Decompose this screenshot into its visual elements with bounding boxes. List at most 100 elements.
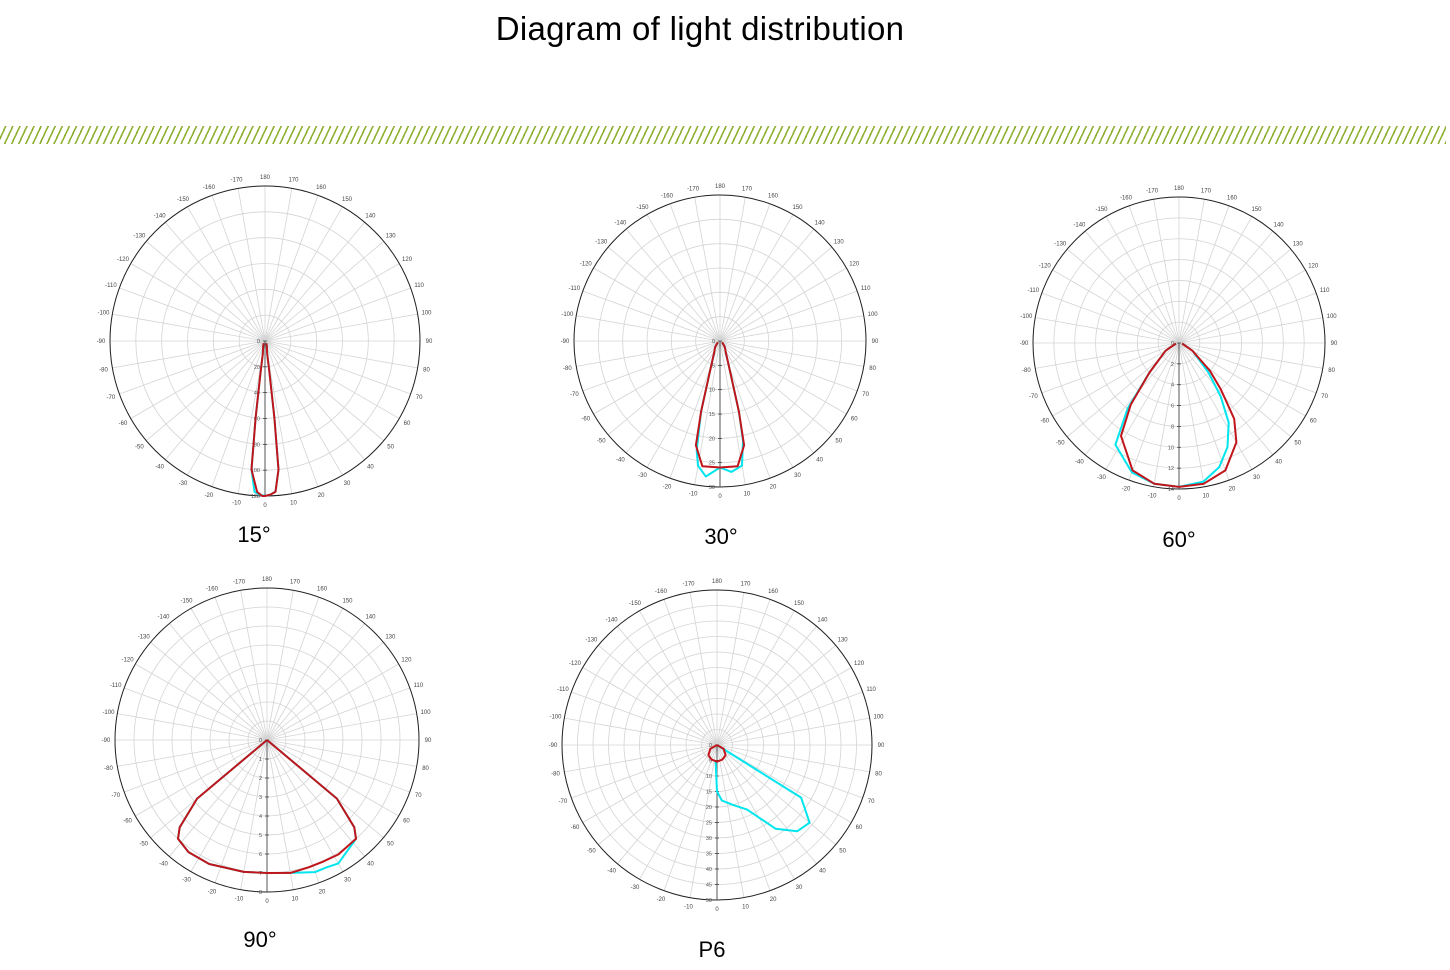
angle-label: 80	[875, 771, 882, 777]
angle-label: 20	[770, 897, 777, 903]
radial-tick-label: 15	[709, 412, 715, 418]
angle-label: 130	[838, 638, 849, 644]
angle-label: -140	[1073, 222, 1086, 228]
angle-label: 160	[768, 193, 779, 199]
angle-label: -130	[585, 638, 598, 644]
grid-spoke	[617, 626, 718, 746]
grid-spoke	[1178, 342, 1230, 481]
angle-label: -80	[563, 366, 572, 372]
grid-spoke	[266, 623, 366, 741]
angle-label: 40	[819, 869, 826, 875]
grid-spoke	[264, 241, 384, 342]
angle-label: -70	[1029, 394, 1038, 400]
angle-label: 70	[1321, 394, 1328, 400]
radial-tick-label: 0	[709, 743, 712, 749]
grid-spoke	[117, 713, 268, 741]
grid-spoke	[1178, 342, 1205, 487]
grid-spoke	[211, 340, 266, 487]
angle-label: -90	[97, 339, 106, 345]
angle-label: -130	[133, 234, 146, 240]
radial-tick-label: 2	[259, 776, 262, 782]
angle-label: -60	[1040, 419, 1049, 425]
grid-spoke	[663, 744, 718, 891]
grid-spoke	[582, 667, 718, 746]
grid-spoke	[1178, 205, 1230, 344]
grid-spoke	[264, 340, 400, 419]
radial-tick-label: 30	[709, 485, 715, 491]
angle-label: 10	[290, 501, 297, 507]
grid-spoke	[264, 195, 319, 342]
angle-label: 60	[403, 819, 410, 825]
angle-label: 0	[265, 899, 269, 905]
grid-spoke	[694, 340, 721, 485]
angle-label: -140	[158, 615, 171, 621]
radial-tick-label: 5	[259, 833, 262, 839]
grid-spoke	[1035, 317, 1180, 344]
angle-label: 40	[367, 861, 374, 867]
grid-spoke	[187, 206, 266, 342]
grid-spoke	[646, 214, 721, 342]
angle-label: 90	[872, 339, 879, 345]
angle-label: 100	[874, 715, 885, 721]
grid-spoke	[593, 340, 721, 415]
grid-spoke	[135, 739, 268, 817]
angle-label: 150	[342, 197, 353, 203]
angle-label: 170	[290, 579, 301, 585]
angle-label: -70	[559, 799, 568, 805]
angle-label: -60	[119, 421, 128, 427]
grid-spoke	[607, 246, 721, 342]
grid-spoke	[576, 315, 721, 342]
radial-tick-label: 0	[1171, 341, 1174, 347]
angle-label: -30	[638, 473, 647, 479]
grid-spoke	[716, 744, 863, 799]
angle-label: 140	[1274, 222, 1285, 228]
angle-label: -170	[231, 177, 244, 183]
angle-label: 140	[365, 213, 376, 219]
grid-spoke	[130, 340, 266, 419]
angle-label: -70	[570, 392, 579, 398]
grid-spoke	[719, 228, 815, 342]
angle-label: 30	[344, 481, 351, 487]
angle-label: -30	[1097, 475, 1106, 481]
angle-label: 160	[317, 587, 328, 593]
angle-label: 100	[422, 311, 433, 317]
angle-label: -50	[597, 439, 606, 445]
angle-label: 150	[342, 599, 353, 605]
angle-label: 0	[718, 494, 722, 500]
radial-tick-label: 120	[251, 494, 260, 500]
angle-label: 180	[260, 175, 271, 181]
grid-spoke	[112, 340, 266, 369]
angle-label: -70	[107, 395, 116, 401]
angle-label: -60	[571, 825, 580, 831]
angle-label: -10	[684, 905, 693, 911]
angle-label: -110	[557, 687, 569, 693]
angle-label: -110	[105, 283, 117, 289]
angle-label: 40	[816, 458, 823, 464]
angle-label: 160	[768, 589, 779, 595]
angle-label: -100	[1020, 314, 1033, 320]
grid-spoke	[214, 597, 268, 741]
grid-spoke	[187, 340, 266, 476]
angle-label: 180	[715, 184, 726, 190]
angle-label: 70	[416, 395, 423, 401]
grid-spoke	[1178, 342, 1323, 369]
grid-spoke	[119, 340, 266, 395]
grid-spoke	[264, 340, 411, 395]
grid-spoke	[1178, 292, 1317, 344]
grid-spoke	[719, 340, 864, 367]
chart-caption-p6: P6	[698, 937, 726, 962]
angle-label: -130	[595, 239, 608, 245]
grid-spoke	[266, 590, 294, 741]
angle-label: -130	[138, 635, 151, 641]
chart-caption-15: 15°	[237, 522, 271, 547]
radial-tick-label: 7	[259, 871, 262, 877]
radial-tick-label: 50	[706, 898, 712, 904]
grid-spoke	[576, 340, 721, 367]
grid-spoke	[264, 340, 418, 369]
angle-label: 170	[1201, 188, 1212, 194]
angle-label: 10	[1203, 494, 1210, 500]
grid-spoke	[564, 717, 718, 746]
grid-spoke	[669, 203, 721, 342]
grid-spoke	[716, 610, 795, 746]
